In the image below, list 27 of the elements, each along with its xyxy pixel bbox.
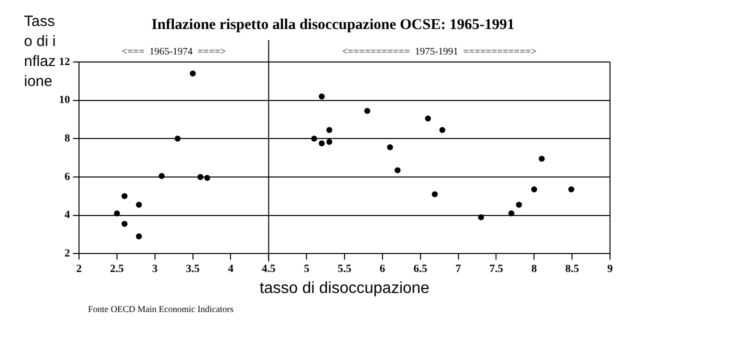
source-note: Fonte OECD Main Economic Indicators <box>88 304 234 314</box>
y-tick-label: 2 <box>64 247 70 260</box>
y-axis-title: Tasso di inflazione <box>24 12 57 92</box>
x-tick-label: 7 <box>456 263 462 276</box>
y-tick-label: 8 <box>64 132 70 144</box>
x-tick-label: 5.5 <box>338 263 352 276</box>
x-tick-label: 2 <box>76 263 82 276</box>
x-tick-label: 3 <box>152 263 158 276</box>
x-tick-label: 4 <box>228 263 234 276</box>
x-tick-label: 8 <box>531 263 538 276</box>
y-tick-label: 10 <box>59 94 70 106</box>
x-axis-title: tasso di disoccupazione <box>260 280 430 297</box>
text: <=========== 1975-1991 ============> <box>342 46 537 58</box>
x-tick-label: 6.5 <box>413 263 428 276</box>
text: <=== 1965-1974 ====> <box>122 46 226 58</box>
y-tick-label: 12 <box>59 56 70 68</box>
x-tick-label: 3.5 <box>186 263 200 276</box>
x-tick-label: 9 <box>607 263 614 276</box>
x-tick-label: 6 <box>380 263 386 276</box>
x-tick-label: 7.5 <box>489 263 504 276</box>
chart-title: Inflazione rispetto alla disoccupazione OCSE: 1965-1991 <box>152 16 514 33</box>
x-tick-label: 4.5 <box>262 263 276 276</box>
x-tick-label: 5 <box>304 263 310 276</box>
y-tick-label: 4 <box>64 209 70 222</box>
x-tick-label: 2.5 <box>110 263 124 276</box>
y-tick-label: 6 <box>64 170 70 183</box>
x-tick-label: 8.5 <box>565 263 580 276</box>
